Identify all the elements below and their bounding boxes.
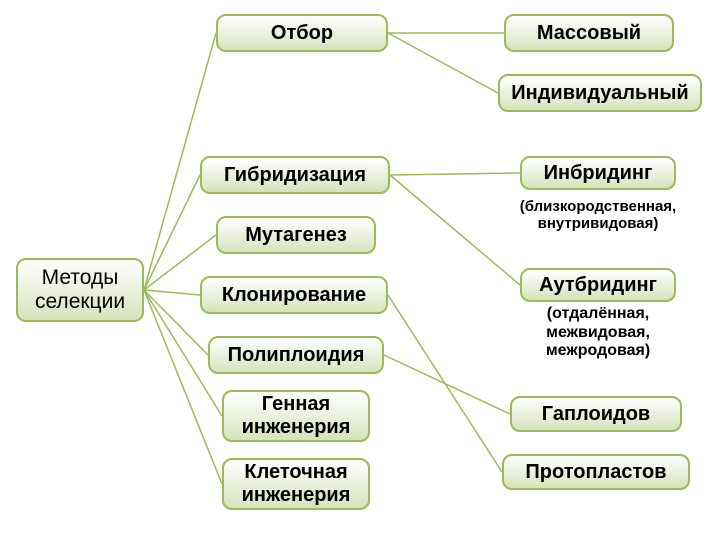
node-outbr_note: (отдалённая, межвидовая, межродовая)	[514, 304, 682, 362]
node-inbreeding: Инбридинг	[520, 156, 676, 190]
node-mass: Массовый	[504, 14, 674, 52]
node-polyploidy: Полиплоидия	[208, 336, 384, 374]
node-individual: Индивидуальный	[498, 74, 702, 112]
node-inbr_note: (близкородственная, внутривидовая)	[498, 192, 698, 238]
node-haploids: Гаплоидов	[510, 396, 682, 432]
edge	[384, 355, 510, 414]
node-gene_eng: Генная инженерия	[222, 390, 370, 442]
edge	[144, 290, 208, 355]
node-protoplasts: Протопластов	[502, 454, 690, 490]
edge	[388, 295, 502, 472]
node-root: Методы селекции	[16, 258, 144, 322]
node-cell_eng: Клеточная инженерия	[222, 458, 370, 510]
edge	[390, 173, 520, 175]
edge	[388, 33, 498, 93]
edge	[144, 175, 200, 290]
node-selection: Отбор	[216, 14, 388, 52]
node-mutagen: Мутагенез	[216, 216, 376, 254]
edge	[144, 290, 200, 295]
node-outbreeding: Аутбридинг	[520, 268, 676, 302]
edge	[144, 290, 222, 484]
node-hybrid: Гибридизация	[200, 156, 390, 194]
node-cloning: Клонирование	[200, 276, 388, 314]
